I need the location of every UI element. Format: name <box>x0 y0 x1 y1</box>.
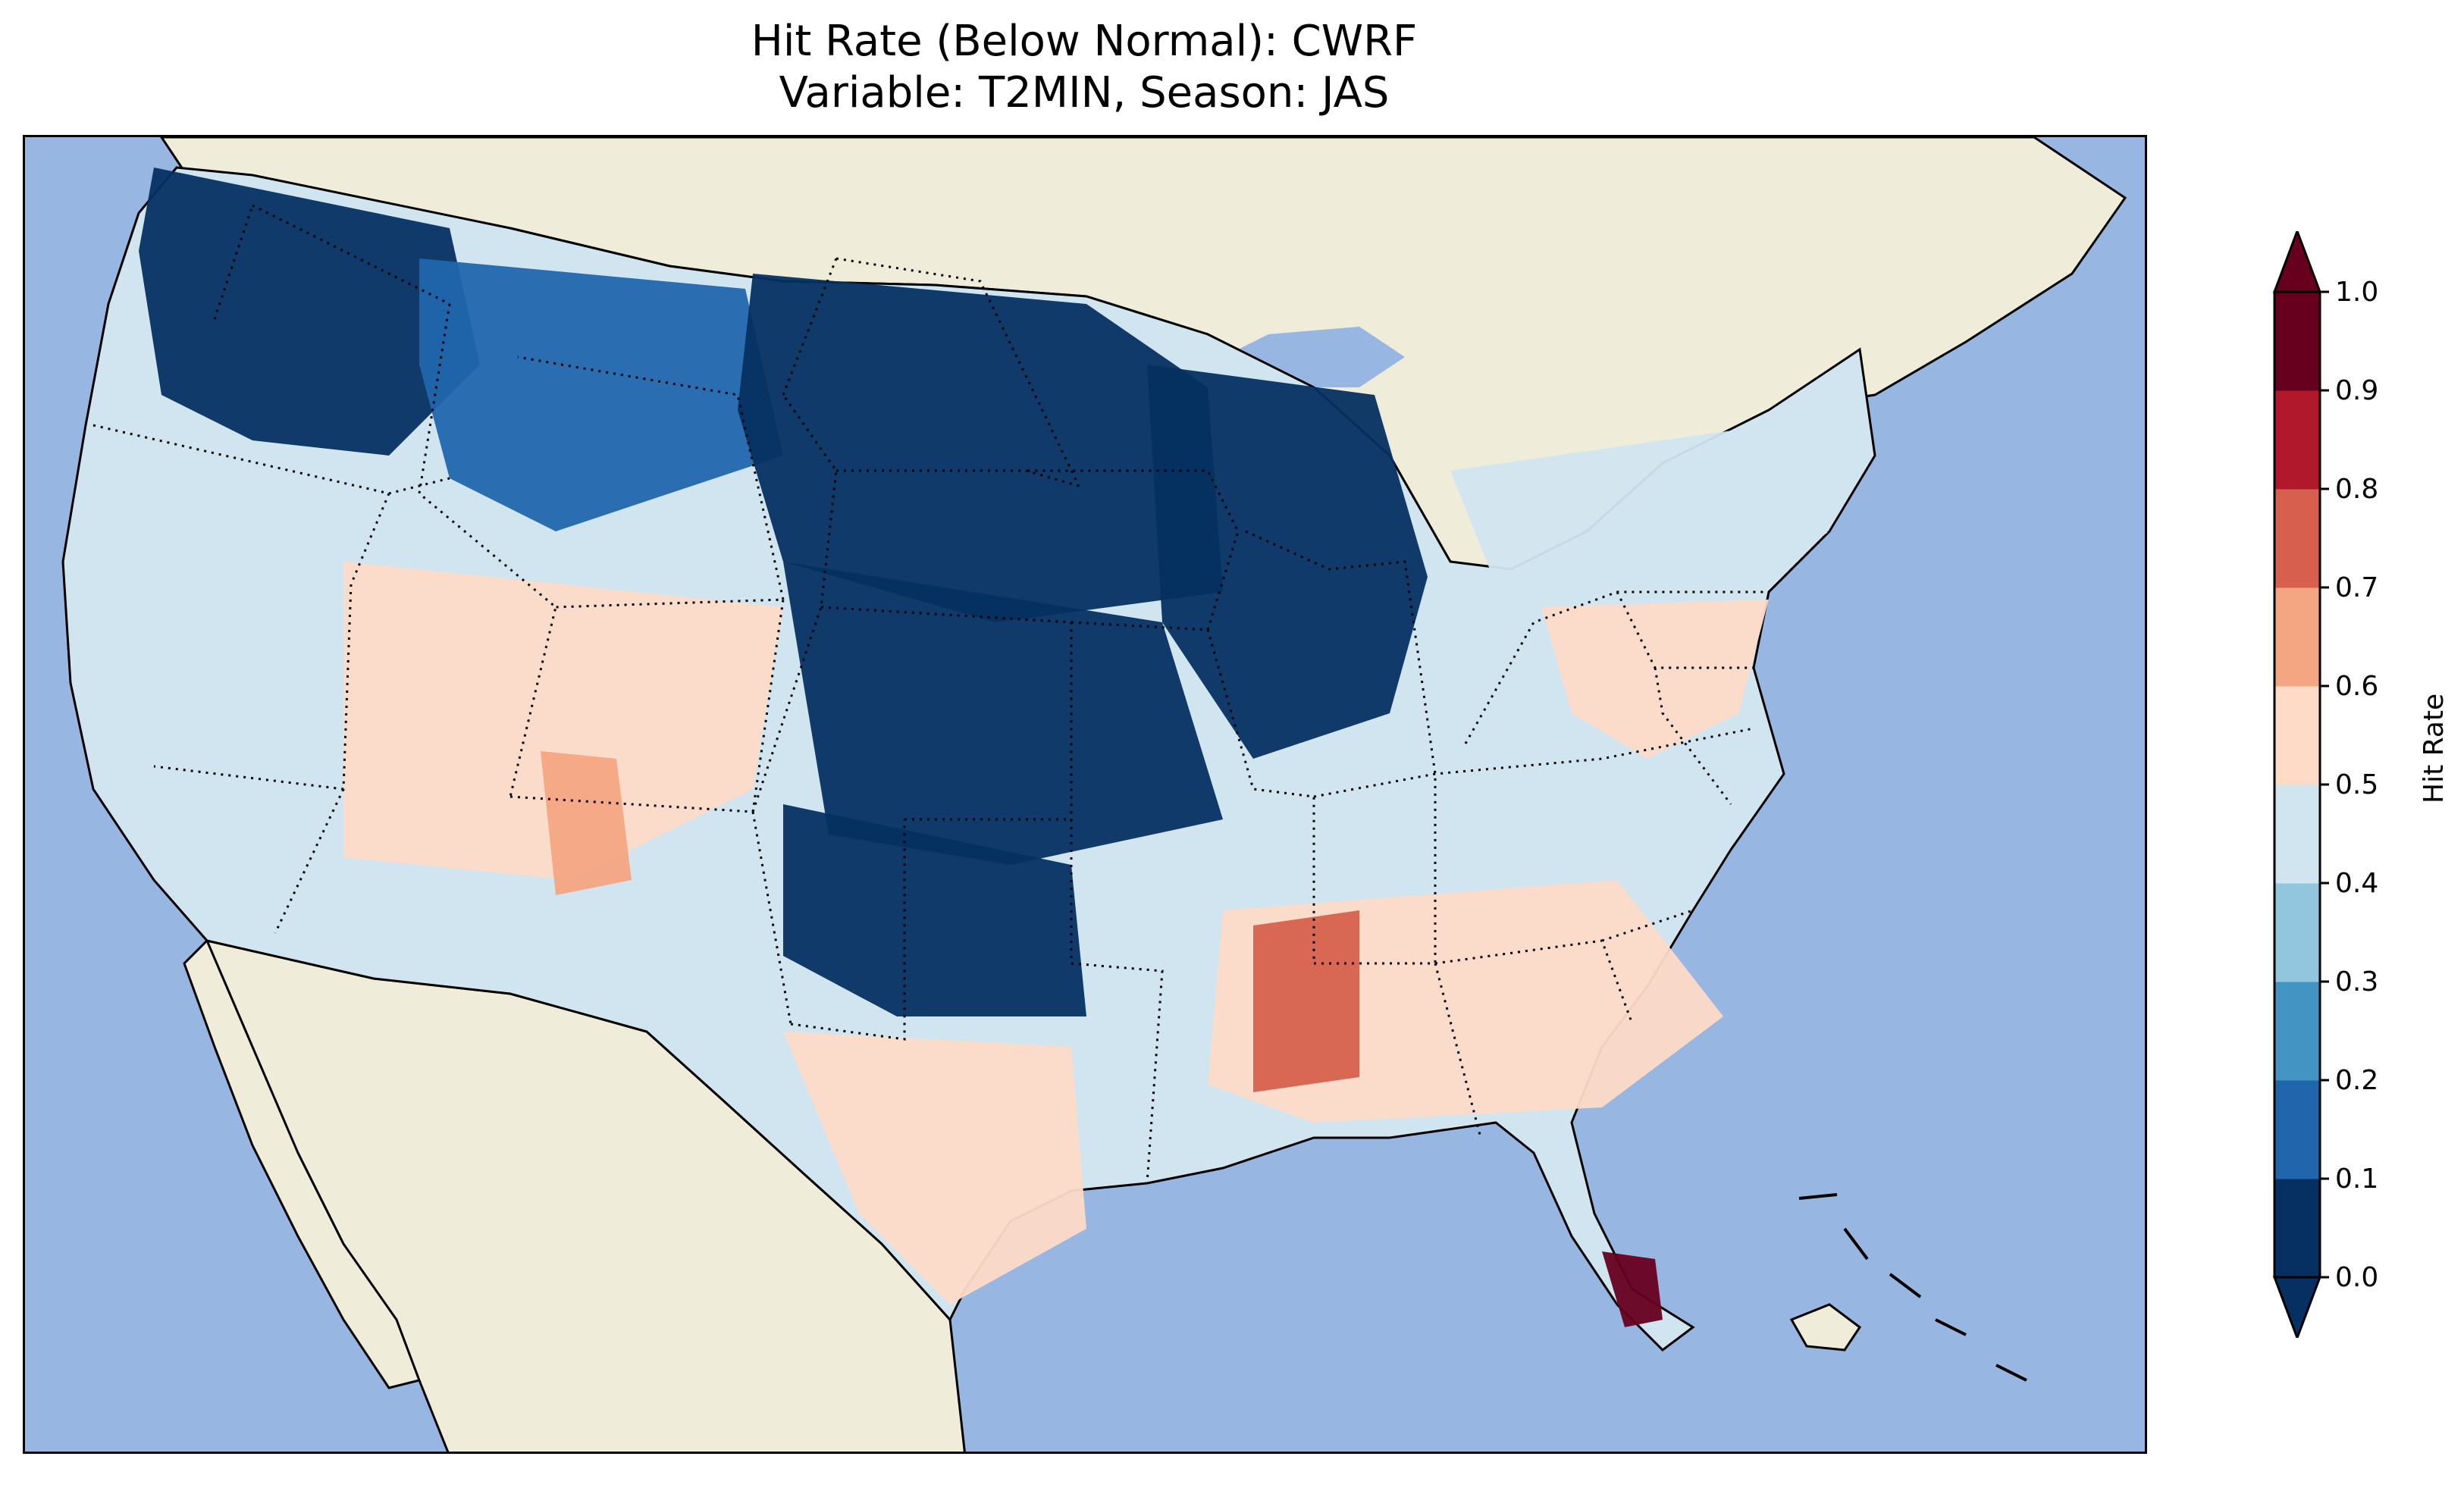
colorbar-outline <box>2273 290 2321 1279</box>
region-arizona-highlands <box>541 751 632 895</box>
colorbar: 0.0 0.1 0.2 0.3 0.4 0.5 0.6 0.7 0.8 0.9 1.0 <box>2272 231 2378 1338</box>
map-subtitle: Variable: T2MIN, Season: JAS <box>779 68 1390 117</box>
colorbar-under-arrow <box>2272 1276 2322 1338</box>
colorbar-bin <box>2274 292 2320 391</box>
region-northern-plains <box>738 274 1223 622</box>
region-pacific-northwest <box>139 168 480 456</box>
baja-land <box>183 938 421 1389</box>
colorbar-tick-label: 1.0 <box>2335 277 2378 308</box>
region-south-texas <box>783 1032 1086 1305</box>
colorbar-bin <box>2274 785 2320 884</box>
map-panel <box>23 135 2147 1454</box>
region-southern-plains <box>783 804 1086 1016</box>
colorbar-tick-label: 0.5 <box>2335 769 2378 800</box>
colorbar-bin <box>2274 1080 2320 1179</box>
bahamas-land <box>1798 1193 2027 1382</box>
region-northeast <box>1450 425 1829 622</box>
map-title: Hit Rate (Below Normal): CWRF <box>751 17 1418 66</box>
region-central-plains <box>783 562 1223 865</box>
colorbar-tick-label: 0.0 <box>2335 1262 2378 1293</box>
colorbar-bin <box>2274 587 2320 687</box>
colorbar-bin <box>2274 390 2320 490</box>
colorbar-tick-label: 0.2 <box>2335 1065 2378 1096</box>
colorbar-tick-label: 0.1 <box>2335 1164 2378 1195</box>
cuba-land <box>1789 1303 1862 1351</box>
region-four-corners <box>343 562 783 880</box>
colorbar-tick-label: 0.8 <box>2335 474 2378 505</box>
region-mississippi-alabama <box>1253 910 1359 1092</box>
region-south-florida <box>1602 1251 1663 1327</box>
colorbar-bin <box>2274 1179 2320 1278</box>
colorbar-bin <box>2274 686 2320 785</box>
colorbar-bin <box>2274 982 2320 1081</box>
hit-rate-blobs <box>116 168 1829 1327</box>
map-canvas <box>25 137 2145 1452</box>
colorbar-tick-label: 0.3 <box>2335 966 2378 998</box>
state-borders <box>92 204 1831 1184</box>
region-mid-atlantic <box>1541 600 1769 759</box>
colorbar-bin <box>2274 489 2320 588</box>
colorbar-bin <box>2274 883 2320 982</box>
colorbar-tick-label: 0.7 <box>2335 572 2378 603</box>
colorbar-over-arrow <box>2272 231 2322 293</box>
colorbar-ticks: 0.0 0.1 0.2 0.3 0.4 0.5 0.6 0.7 0.8 0.9 1.0 <box>2320 277 2378 1293</box>
colorbar-bins <box>2274 292 2320 1278</box>
colorbar-tick-label: 0.9 <box>2335 375 2378 406</box>
colorbar-tick-label: 0.6 <box>2335 671 2378 702</box>
colorbar-label: Hit Rate <box>2419 693 2450 803</box>
region-northern-rockies <box>419 258 783 531</box>
colorbar-tick-label: 0.4 <box>2335 868 2378 899</box>
